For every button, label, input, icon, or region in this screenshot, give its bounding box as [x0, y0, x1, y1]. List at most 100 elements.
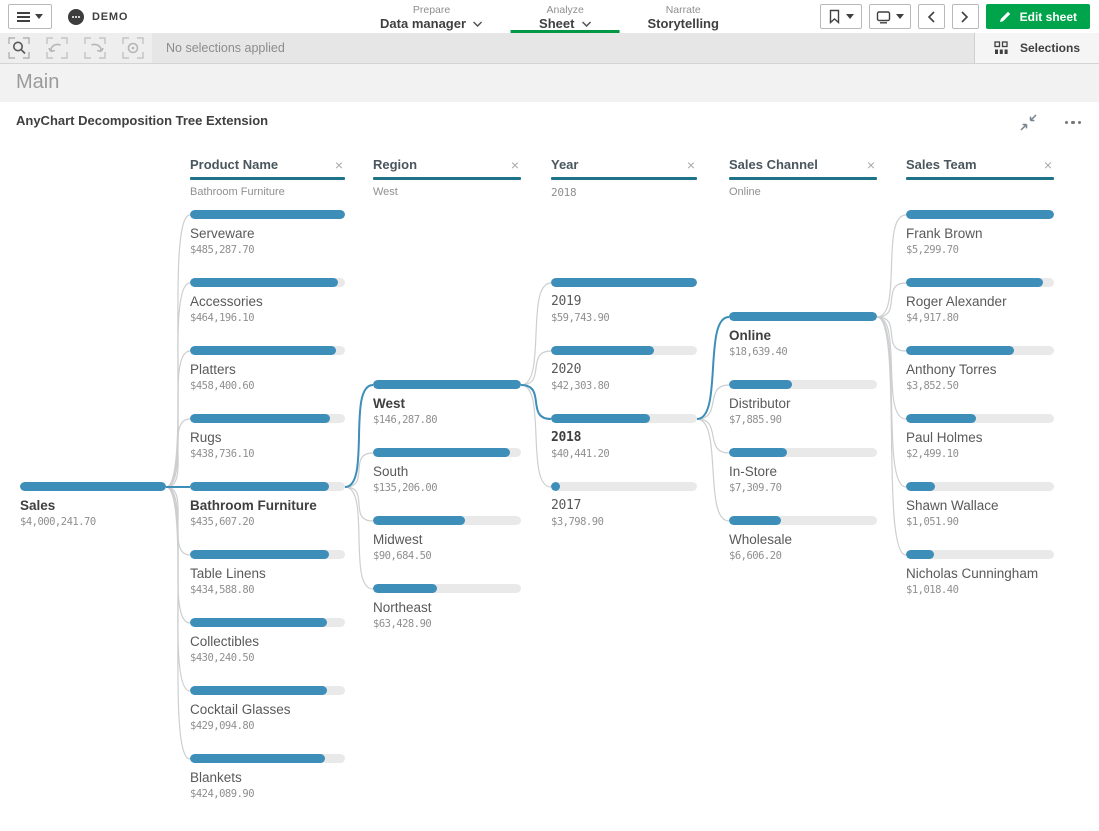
selected-value-label: 2018: [551, 186, 577, 199]
undo-selection-button[interactable]: [38, 33, 76, 63]
tree-node-anthony-torres[interactable]: Anthony Torres $3,852.50: [906, 346, 1054, 392]
node-bar-fill: [190, 346, 337, 355]
tree-node-south[interactable]: South $135,206.00: [373, 448, 521, 494]
node-value: $458,400.60: [190, 380, 255, 392]
dimension-label: Product Name: [190, 157, 279, 172]
tree-node-platters[interactable]: Platters $458,400.60: [190, 346, 345, 392]
node-bar: [190, 414, 345, 423]
app-logo[interactable]: DEMO: [68, 8, 128, 25]
collapse-icon[interactable]: [1019, 114, 1037, 131]
tree-node-serveware[interactable]: Serveware $485,287.70: [190, 210, 345, 256]
node-bar: [729, 380, 877, 389]
dimension-label: Year: [551, 157, 579, 172]
tree-node-roger-alexander[interactable]: Roger Alexander $4,917.80: [906, 278, 1054, 324]
smart-search-button[interactable]: [0, 33, 38, 63]
clear-selections-button[interactable]: [114, 33, 152, 63]
tree-node-distributor[interactable]: Distributor $7,885.90: [729, 380, 877, 426]
remove-dimension-icon[interactable]: ×: [686, 156, 695, 173]
tree-node-2019[interactable]: 2019 $59,743.90: [551, 278, 697, 324]
clear-all-icon: [122, 37, 144, 59]
node-value: $434,588.80: [190, 584, 255, 596]
search-icon: [8, 37, 30, 59]
selections-label: Selections: [1019, 41, 1080, 55]
node-value: $464,196.10: [190, 312, 255, 324]
tree-node-wholesale[interactable]: Wholesale $6,606.20: [729, 516, 877, 562]
selection-tools: [0, 33, 152, 63]
chevron-down-icon: [895, 14, 904, 19]
tree-node-blankets[interactable]: Blankets $424,089.90: [190, 754, 345, 800]
tree-node-in-store[interactable]: In-Store $7,309.70: [729, 448, 877, 494]
node-label: Sales: [20, 498, 56, 513]
node-label: 2017: [551, 498, 582, 513]
tab-label: Sheet: [539, 15, 575, 31]
selections-bar: No selections applied Selections: [0, 33, 1099, 64]
node-label: Platters: [190, 362, 236, 377]
top-navbar: DEMO Prepare Data manager Analyze Sheet …: [0, 0, 1099, 34]
node-bar: [190, 550, 345, 559]
tree-node-rugs[interactable]: Rugs $438,736.10: [190, 414, 345, 460]
bookmarks-button[interactable]: [819, 4, 862, 29]
column-header-sales-channel: Sales Channel × Online: [729, 156, 877, 198]
node-label: Accessories: [190, 294, 263, 309]
tree-node-sales[interactable]: Sales $4,000,241.70: [20, 482, 166, 528]
node-value: $435,607.20: [190, 516, 255, 528]
sheet-title: Main: [16, 71, 60, 93]
sheets-button[interactable]: [868, 4, 911, 29]
global-menu-button[interactable]: [8, 4, 52, 29]
node-label: 2018: [551, 430, 582, 445]
node-label: Serveware: [190, 226, 255, 241]
tab-prepare[interactable]: Prepare Data manager: [352, 0, 511, 33]
next-sheet-button[interactable]: [951, 4, 979, 29]
tree-node-2020[interactable]: 2020 $42,303.80: [551, 346, 697, 392]
remove-dimension-icon[interactable]: ×: [334, 156, 343, 173]
node-bar-fill: [190, 414, 331, 423]
selections-panel-button[interactable]: Selections: [973, 33, 1099, 63]
tab-eyebrow: Narrate: [665, 3, 701, 16]
node-bar: [190, 754, 345, 763]
tab-narrate[interactable]: Narrate Storytelling: [619, 0, 747, 33]
tree-node-northeast[interactable]: Northeast $63,428.90: [373, 584, 521, 630]
node-bar: [190, 618, 345, 627]
node-value: $1,018.40: [906, 584, 959, 596]
node-bar-fill: [373, 448, 510, 457]
tab-analyze[interactable]: Analyze Sheet: [511, 0, 620, 33]
node-value: $429,094.80: [190, 720, 255, 732]
tree-node-west[interactable]: West $146,287.80: [373, 380, 521, 426]
node-bar: [190, 210, 345, 219]
tree-node-online[interactable]: Online $18,639.40: [729, 312, 877, 358]
more-menu-icon[interactable]: [1064, 120, 1081, 125]
node-label: Collectibles: [190, 634, 260, 649]
node-label: South: [373, 464, 409, 479]
sheet-header: Main: [0, 64, 1099, 102]
tree-node-bathroom-furniture[interactable]: Bathroom Furniture $435,607.20: [190, 482, 345, 528]
tree-node-table-linens[interactable]: Table Linens $434,588.80: [190, 550, 345, 596]
header-underline: [373, 177, 521, 180]
tree-node-collectibles[interactable]: Collectibles $430,240.50: [190, 618, 345, 664]
tree-node-accessories[interactable]: Accessories $464,196.10: [190, 278, 345, 324]
tree-node-nicholas-cunningham[interactable]: Nicholas Cunningham $1,018.40: [906, 550, 1054, 596]
node-label: Shawn Wallace: [906, 498, 999, 513]
node-bar-fill: [906, 550, 935, 559]
chart-actions: [1019, 114, 1081, 131]
remove-dimension-icon[interactable]: ×: [1043, 156, 1052, 173]
node-bar-fill: [373, 380, 521, 389]
node-value: $63,428.90: [373, 618, 432, 630]
remove-dimension-icon[interactable]: ×: [510, 156, 519, 173]
redo-selection-button[interactable]: [76, 33, 114, 63]
tree-node-2017[interactable]: 2017 $3,798.90: [551, 482, 697, 528]
remove-dimension-icon[interactable]: ×: [866, 156, 875, 173]
column-header-product-name: Product Name × Bathroom Furniture: [190, 156, 345, 198]
node-value: $438,736.10: [190, 448, 255, 460]
edit-sheet-button[interactable]: Edit sheet: [985, 4, 1090, 29]
tree-node-2018[interactable]: 2018 $40,441.20: [551, 414, 697, 460]
tree-node-frank-brown[interactable]: Frank Brown $5,299.70: [906, 210, 1054, 256]
previous-sheet-button[interactable]: [917, 4, 945, 29]
tree-node-paul-holmes[interactable]: Paul Holmes $2,499.10: [906, 414, 1054, 460]
tree-node-midwest[interactable]: Midwest $90,684.50: [373, 516, 521, 562]
node-bar-fill: [190, 210, 345, 219]
node-bar: [729, 516, 877, 525]
tree-node-shawn-wallace[interactable]: Shawn Wallace $1,051.90: [906, 482, 1054, 528]
chart-title: AnyChart Decomposition Tree Extension: [16, 113, 269, 128]
tree-node-cocktail-glasses[interactable]: Cocktail Glasses $429,094.80: [190, 686, 345, 732]
